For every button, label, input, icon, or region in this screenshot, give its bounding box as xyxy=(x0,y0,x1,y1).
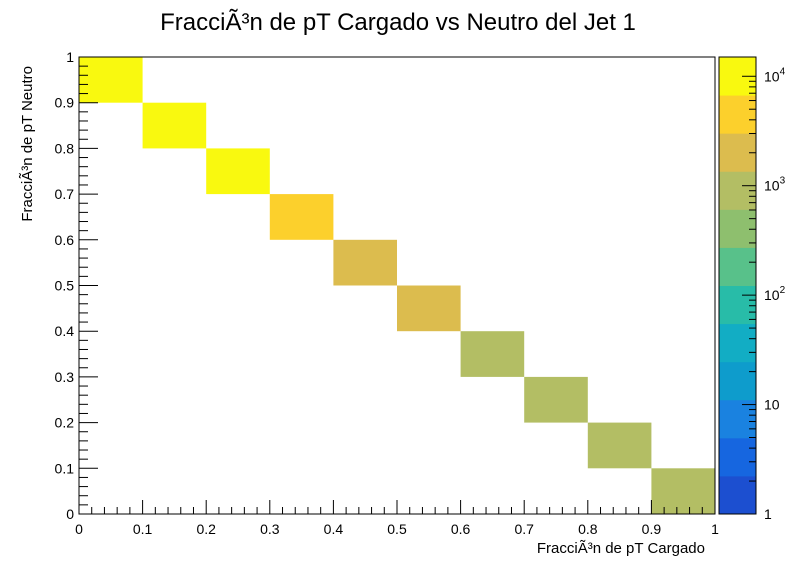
y-axis: 0 0.1 0.2 0.3 0.4 0.5 0.6 0.7 0.8 0.9 1 xyxy=(55,49,98,522)
color-scale-bar: 1 10 102 103 104 xyxy=(718,56,786,522)
colorbar-label: 103 xyxy=(764,176,786,194)
heatmap-cell-3 xyxy=(269,194,334,240)
y-tick-label: 0 xyxy=(66,506,74,522)
colorbar-segment xyxy=(719,437,756,477)
y-tick-label: 0.8 xyxy=(55,140,75,156)
y-tick-label: 0.9 xyxy=(55,95,75,111)
heatmap-cell-0 xyxy=(79,57,143,103)
x-tick-label: 0.5 xyxy=(387,521,407,537)
heatmap-cell-7 xyxy=(524,376,588,423)
heatmap-cell-8 xyxy=(587,422,652,469)
colorbar-label: 104 xyxy=(764,66,786,84)
heatmap-cell-2 xyxy=(206,148,270,195)
y-tick-label: 0.3 xyxy=(55,369,75,385)
chart-title: FracciÃ³n de pT Cargado vs Neutro del Je… xyxy=(160,9,636,36)
colorbar-segment xyxy=(719,361,756,401)
x-axis: 0 0.1 0.2 0.3 0.4 0.5 0.6 0.7 0.8 0.9 1 xyxy=(75,500,719,537)
heatmap-cell-1 xyxy=(142,102,207,149)
colorbar-label-exponent: 2 xyxy=(780,285,786,296)
x-tick-label: 0.9 xyxy=(642,521,662,537)
colorbar-segment xyxy=(719,95,756,134)
colorbar-segment xyxy=(719,475,756,515)
x-tick-label: 0.8 xyxy=(578,521,598,537)
colorbar-label: 1 xyxy=(764,506,772,522)
x-tick-label: 0.2 xyxy=(196,521,216,537)
y-tick-label: 0.7 xyxy=(55,186,75,202)
colorbar-segment xyxy=(719,247,756,286)
colorbar-frame xyxy=(718,56,757,515)
colorbar-label-exponent: 3 xyxy=(780,176,786,187)
y-axis-title: FracciÃ³n de pT Neutro xyxy=(19,66,36,222)
colorbar-segment xyxy=(719,323,756,363)
y-tick-label: 0.5 xyxy=(55,278,75,294)
heatmap-cell-6 xyxy=(460,331,525,377)
x-axis-title: FracciÃ³n de pT Cargado xyxy=(537,540,705,557)
heatmap-cells xyxy=(79,57,715,514)
heatmap-cell-9 xyxy=(651,468,715,514)
y-tick-label: 0.4 xyxy=(55,323,75,339)
x-tick-label: 1 xyxy=(711,521,719,537)
y-tick-label: 0.2 xyxy=(55,415,75,431)
heatmap-cell-5 xyxy=(397,285,461,332)
x-tick-label: 0.7 xyxy=(514,521,534,537)
heatmap-cell-4 xyxy=(333,239,397,286)
colorbar-label: 102 xyxy=(764,285,786,303)
colorbar-label: 10 xyxy=(764,397,780,413)
y-tick-label: 0.6 xyxy=(55,232,75,248)
colorbar-label-exponent: 4 xyxy=(780,66,786,77)
colorbar-segment xyxy=(719,399,756,439)
x-tick-label: 0.4 xyxy=(324,521,344,537)
colorbar-segment xyxy=(719,209,756,248)
x-tick-label: 0.3 xyxy=(260,521,280,537)
y-tick-label: 1 xyxy=(66,49,74,65)
x-tick-label: 0.1 xyxy=(133,521,153,537)
x-tick-label: 0 xyxy=(75,521,83,537)
y-tick-label: 0.1 xyxy=(55,460,75,476)
colorbar-segment xyxy=(719,285,756,325)
x-tick-label: 0.6 xyxy=(451,521,471,537)
